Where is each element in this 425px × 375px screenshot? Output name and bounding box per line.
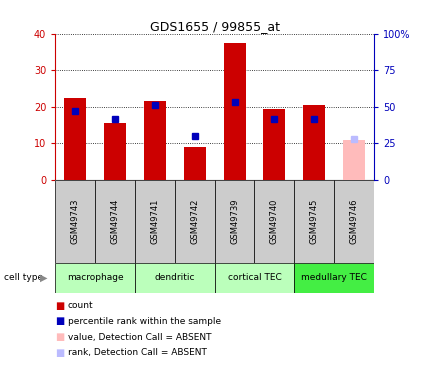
Bar [55,262,135,292]
Text: GSM49741: GSM49741 [150,199,159,244]
Bar [95,180,135,262]
Text: value, Detection Call = ABSENT: value, Detection Call = ABSENT [68,333,212,342]
Bar [255,180,294,262]
Title: GDS1655 / 99855_at: GDS1655 / 99855_at [150,20,280,33]
Text: GSM49746: GSM49746 [350,198,359,244]
Bar [294,180,334,262]
Text: ■: ■ [55,332,65,342]
Text: GSM49743: GSM49743 [71,198,79,244]
Bar [343,140,365,180]
Text: GSM49745: GSM49745 [310,199,319,244]
Text: GSM49740: GSM49740 [270,199,279,244]
Bar [294,262,374,292]
Bar [55,180,95,262]
Text: ■: ■ [55,301,65,310]
Bar [224,43,246,180]
Text: cortical TEC: cortical TEC [228,273,281,282]
Bar [104,123,126,180]
Text: medullary TEC: medullary TEC [301,273,367,282]
Text: ▶: ▶ [40,273,47,282]
Bar [144,101,166,180]
Bar [264,109,285,180]
Bar [184,147,206,180]
Text: macrophage: macrophage [67,273,123,282]
Text: cell type: cell type [4,273,43,282]
Bar [175,180,215,262]
Bar [215,262,294,292]
Text: GSM49742: GSM49742 [190,199,199,244]
Bar [135,180,175,262]
Text: percentile rank within the sample: percentile rank within the sample [68,317,221,326]
Text: dendritic: dendritic [155,273,195,282]
Text: count: count [68,301,94,310]
Bar [303,105,325,180]
Text: GSM49744: GSM49744 [110,199,119,244]
Bar [334,180,374,262]
Bar [64,99,86,180]
Bar [215,180,255,262]
Text: ■: ■ [55,316,65,326]
Text: ■: ■ [55,348,65,358]
Text: GSM49739: GSM49739 [230,198,239,244]
Bar [135,262,215,292]
Text: rank, Detection Call = ABSENT: rank, Detection Call = ABSENT [68,348,207,357]
